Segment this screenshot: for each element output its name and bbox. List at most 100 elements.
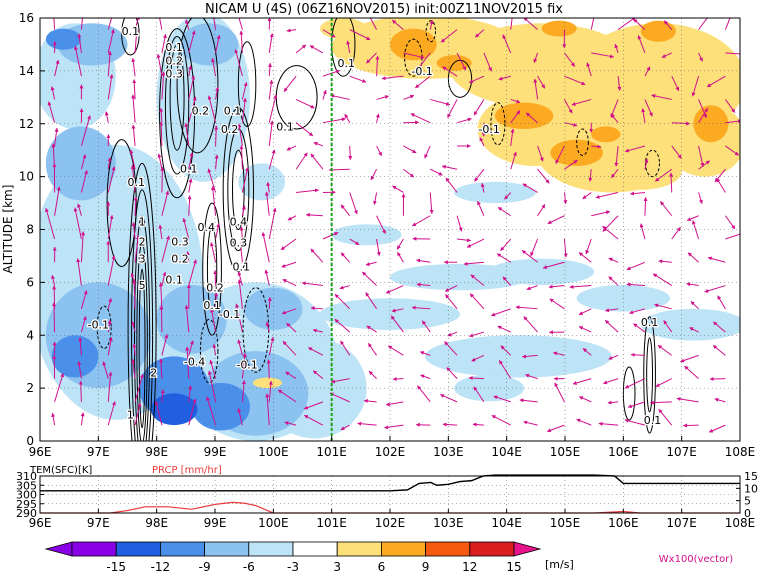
wind-vector (448, 99, 457, 117)
colorbar-swatch (470, 542, 514, 556)
wind-vector (603, 226, 619, 239)
colorbar-swatch (160, 542, 204, 556)
wind-vector (282, 262, 296, 267)
wind-vector (430, 169, 442, 175)
wind-vector (688, 253, 698, 263)
wind-vector (549, 286, 564, 288)
wind-vector (550, 299, 565, 309)
shade-westerly-moderate (495, 103, 553, 129)
wind-vector (699, 13, 711, 30)
wind-vector (53, 413, 55, 425)
contour-label: 0.3 (171, 235, 189, 248)
wind-vector (625, 420, 645, 425)
wind-vector (583, 192, 592, 198)
contour-label: 0.1 (233, 261, 251, 274)
wind-vector (645, 197, 646, 215)
wind-vector (457, 239, 471, 241)
wind-vector (660, 201, 671, 215)
colorbar-label: 15 (506, 560, 521, 574)
colorbar-swatch (116, 542, 160, 556)
y-tick-label: 14 (19, 64, 34, 78)
wind-vector (288, 216, 296, 220)
contour-label: 5 (139, 279, 146, 292)
contour-label: -0.1 (478, 123, 499, 136)
wind-vector (631, 355, 645, 356)
x-tick-label: 102E (375, 445, 406, 459)
omega-contour-up (647, 338, 653, 412)
y-tick-label: 16 (19, 11, 34, 25)
wind-vector (650, 402, 672, 403)
wind-vector (362, 272, 376, 286)
wind-vector (491, 309, 510, 316)
lower-left-title: TEM(SFC)[K] (29, 465, 92, 476)
wind-vector (687, 216, 698, 221)
wind-vector (398, 252, 404, 262)
contour-label: 0.2 (171, 253, 189, 266)
wind-vector (531, 239, 538, 256)
wind-vector (241, 146, 242, 170)
wind-vector (314, 143, 323, 146)
lower-x-tick-label: 102E (375, 516, 406, 530)
wind-vector (81, 413, 83, 425)
lower-x-tick-label: 96E (29, 516, 52, 530)
wind-vector (302, 283, 323, 286)
lower-right-tick-label: 5 (744, 495, 751, 508)
omega-contour-up (623, 367, 635, 420)
wind-vector (498, 326, 511, 332)
wind-vector (411, 114, 430, 123)
colorbar-swatch-above (514, 542, 540, 556)
wind-vector (586, 239, 591, 254)
lower-x-tick-label: 100E (258, 516, 289, 530)
wind-vector (591, 7, 596, 29)
wind-vector (358, 423, 377, 425)
shade-easterly (238, 163, 285, 200)
contour-label: 2 (150, 366, 157, 379)
contour-label: 2 (139, 235, 146, 248)
contour-label: 0.2 (192, 105, 210, 118)
x-tick-label: 104E (491, 445, 522, 459)
colorbar-swatch (426, 542, 470, 556)
y-tick-label: 12 (19, 117, 34, 131)
wind-vector (555, 383, 565, 402)
wind-vector (442, 166, 457, 169)
colorbar-label: -3 (287, 560, 299, 574)
colorbar-label: 3 (333, 560, 341, 574)
colorbar-swatch-below (46, 542, 72, 556)
wind-vector (516, 307, 538, 309)
wind-vector (377, 96, 389, 99)
wind-vector (284, 76, 296, 91)
wind-vector (570, 286, 591, 288)
lower-right-tick-label: 15 (744, 470, 758, 483)
wind-vector (547, 425, 564, 431)
wind-vector (296, 153, 307, 169)
contour-label: -0.1 (88, 319, 109, 332)
lower-right-title: PRCP [mm/hr] (152, 465, 222, 476)
shade-westerly-moderate (550, 140, 603, 166)
contour-label: 0.1 (641, 316, 659, 329)
lower-x-tick-label: 106E (608, 516, 639, 530)
wind-vector (609, 277, 618, 286)
wind-vector (388, 346, 403, 355)
wind-vector (397, 239, 403, 249)
contour-label: 0.1 (180, 163, 198, 176)
wind-vector (386, 286, 403, 294)
wind-vector (446, 178, 457, 193)
shade-westerly-moderate (542, 21, 577, 37)
shade-easterly (332, 224, 402, 245)
lower-grid (40, 476, 740, 513)
shade-easterly-moderate (180, 23, 238, 65)
y-tick-label: 4 (26, 328, 34, 342)
wind-vector (457, 119, 471, 123)
wind-vector (659, 261, 672, 262)
shade-easterly-strong (192, 383, 250, 431)
wind-vector (53, 10, 54, 30)
wind-vector (677, 398, 699, 401)
contour-label: 0.1 (122, 25, 140, 38)
wind-vector (377, 114, 379, 123)
wind-vector (725, 216, 734, 229)
contour-label: 0.1 (338, 57, 356, 70)
wind-vector (430, 99, 450, 104)
wind-vector (579, 397, 591, 402)
contour-label: 0.2 (206, 282, 224, 295)
